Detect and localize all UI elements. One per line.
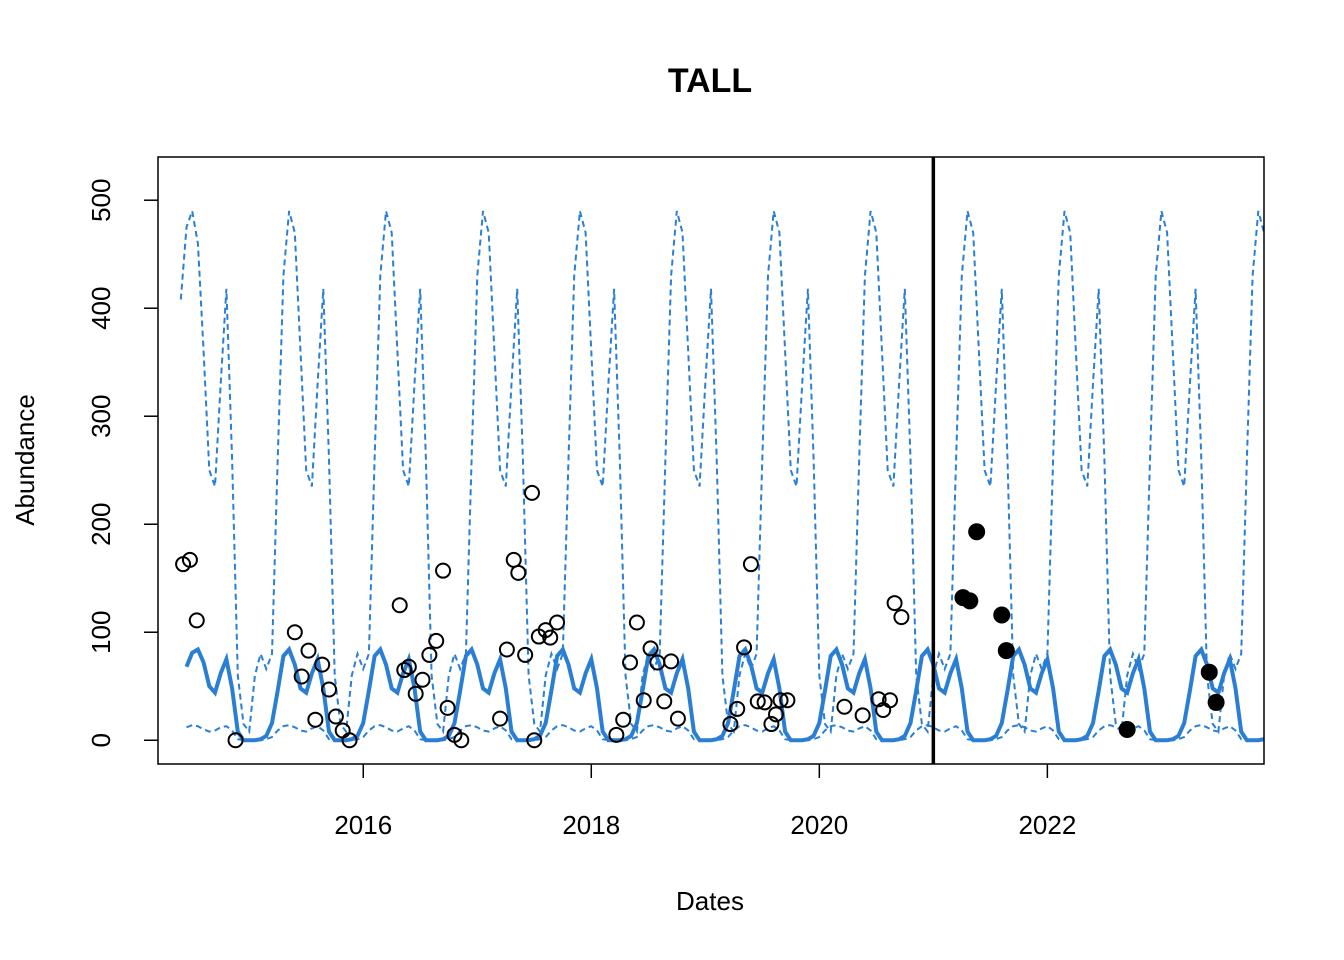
observed-point bbox=[435, 562, 452, 579]
observed-point bbox=[314, 656, 331, 673]
y-tick-label: 100 bbox=[86, 611, 116, 654]
observed-point bbox=[663, 653, 680, 670]
observed-point bbox=[882, 692, 899, 709]
observed-point bbox=[286, 624, 303, 641]
observed-point bbox=[407, 685, 424, 702]
observed-point bbox=[341, 732, 358, 749]
observed-point bbox=[608, 726, 625, 743]
observed-point bbox=[517, 646, 534, 663]
series-lower-line bbox=[186, 724, 1264, 742]
y-tick-label: 0 bbox=[86, 733, 116, 747]
observed-point bbox=[400, 658, 417, 675]
observed-point bbox=[836, 698, 853, 715]
observed-point bbox=[396, 662, 413, 679]
x-axis: 2016 2018 2020 2022 bbox=[334, 764, 1076, 840]
observed-point bbox=[523, 484, 540, 501]
y-tick-label: 400 bbox=[86, 287, 116, 330]
y-tick-label: 500 bbox=[86, 179, 116, 222]
observed-point bbox=[756, 694, 773, 711]
plot-layer bbox=[175, 157, 1265, 764]
y-tick-label: 300 bbox=[86, 395, 116, 438]
observed-point bbox=[498, 641, 515, 658]
observed-point bbox=[542, 629, 559, 646]
observed-point bbox=[300, 642, 317, 659]
observed-point bbox=[763, 716, 780, 733]
forecast-observed-point bbox=[1118, 720, 1136, 738]
y-axis: 0 100 200 300 400 500 bbox=[86, 179, 158, 747]
observed-point bbox=[749, 693, 766, 710]
observed-point bbox=[391, 597, 408, 614]
x-tick-label: 2022 bbox=[1018, 810, 1076, 840]
observed-point bbox=[854, 707, 871, 724]
observed-point bbox=[642, 640, 659, 657]
y-axis-label: Abundance bbox=[10, 394, 40, 526]
x-axis-label: Dates bbox=[676, 886, 744, 916]
forecast-observed-point bbox=[1200, 663, 1218, 681]
observed-point bbox=[439, 699, 456, 716]
y-tick-label: 200 bbox=[86, 503, 116, 546]
x-tick-label: 2018 bbox=[562, 810, 620, 840]
observed-point bbox=[870, 691, 887, 708]
observed-point bbox=[526, 732, 543, 749]
observed-point bbox=[227, 732, 244, 749]
observed-point bbox=[736, 639, 753, 656]
observed-point bbox=[635, 692, 652, 709]
observed-point bbox=[729, 700, 746, 717]
observed-point bbox=[628, 614, 645, 631]
observed-point bbox=[893, 609, 910, 626]
observed-point bbox=[772, 692, 789, 709]
plot-frame bbox=[157, 156, 1265, 765]
observed-point bbox=[615, 711, 632, 728]
forecast-observed-point bbox=[997, 642, 1015, 660]
observed-point bbox=[622, 654, 639, 671]
observed-point bbox=[181, 551, 198, 568]
x-tick-label: 2016 bbox=[334, 810, 392, 840]
x-tick-label: 2020 bbox=[790, 810, 848, 840]
chart-title: TALL bbox=[668, 62, 752, 100]
observed-point bbox=[505, 551, 522, 568]
observed-point bbox=[549, 614, 566, 631]
observed-point bbox=[428, 632, 445, 649]
forecast-observed-point bbox=[968, 523, 986, 541]
observed-point bbox=[307, 711, 324, 728]
observed-point bbox=[722, 716, 739, 733]
observed-point bbox=[779, 692, 796, 709]
series-upper-line bbox=[179, 207, 1265, 735]
observed-point bbox=[293, 668, 310, 685]
observed-point bbox=[656, 693, 673, 710]
forecast-observed-point bbox=[961, 592, 979, 610]
observed-point bbox=[327, 708, 344, 725]
forecast-observed-point bbox=[1207, 693, 1225, 711]
observed-point bbox=[742, 556, 759, 573]
observed-point bbox=[421, 646, 438, 663]
observed-point bbox=[886, 595, 903, 612]
forecast-observed-point bbox=[993, 606, 1011, 624]
observed-point bbox=[321, 681, 338, 698]
observed-point bbox=[188, 612, 205, 629]
observed-point bbox=[334, 722, 351, 739]
observed-point bbox=[669, 710, 686, 727]
observed-point bbox=[414, 671, 431, 688]
observed-point bbox=[767, 706, 784, 723]
observed-point bbox=[492, 710, 509, 727]
observed-point bbox=[510, 564, 527, 581]
observed-point bbox=[453, 732, 470, 749]
